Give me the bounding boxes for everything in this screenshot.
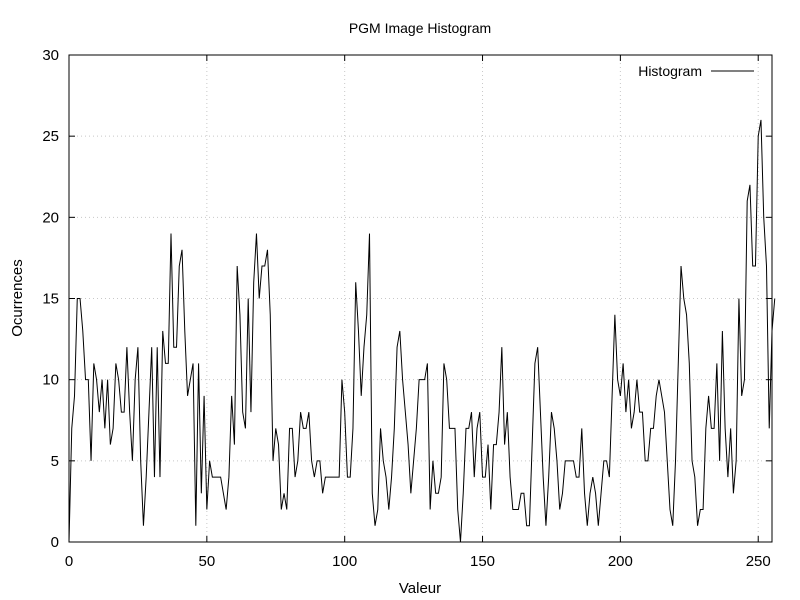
plot-frame [68,54,773,543]
y-tick-label: 15 [42,291,59,308]
grid-layer [68,54,772,543]
y-tick-label: 5 [51,453,59,470]
y-tick-label: 30 [42,47,59,64]
y-tick-label: 0 [51,534,59,551]
tick-layer: 0 50 100 150 200 250 0 5 10 15 20 25 30 [42,47,772,570]
y-tick-label: 10 [42,372,59,389]
y-tick-label: 20 [42,209,59,226]
legend-label-histogram: Histogram [638,63,702,79]
chart-title: PGM Image Histogram [349,20,491,36]
x-tick-label: 250 [746,553,771,570]
y-axis-label: Ocurrences [9,259,26,337]
x-tick-label: 150 [470,553,495,570]
series-layer [68,119,776,543]
y-tick-label: 25 [42,128,59,145]
x-tick-label: 50 [198,553,215,570]
legend: Histogram [638,63,754,79]
series-line-histogram [68,119,776,543]
x-tick-label: 0 [65,553,73,570]
x-tick-label: 200 [608,553,633,570]
x-tick-label: 100 [332,553,357,570]
x-axis-label: Valeur [399,580,441,597]
